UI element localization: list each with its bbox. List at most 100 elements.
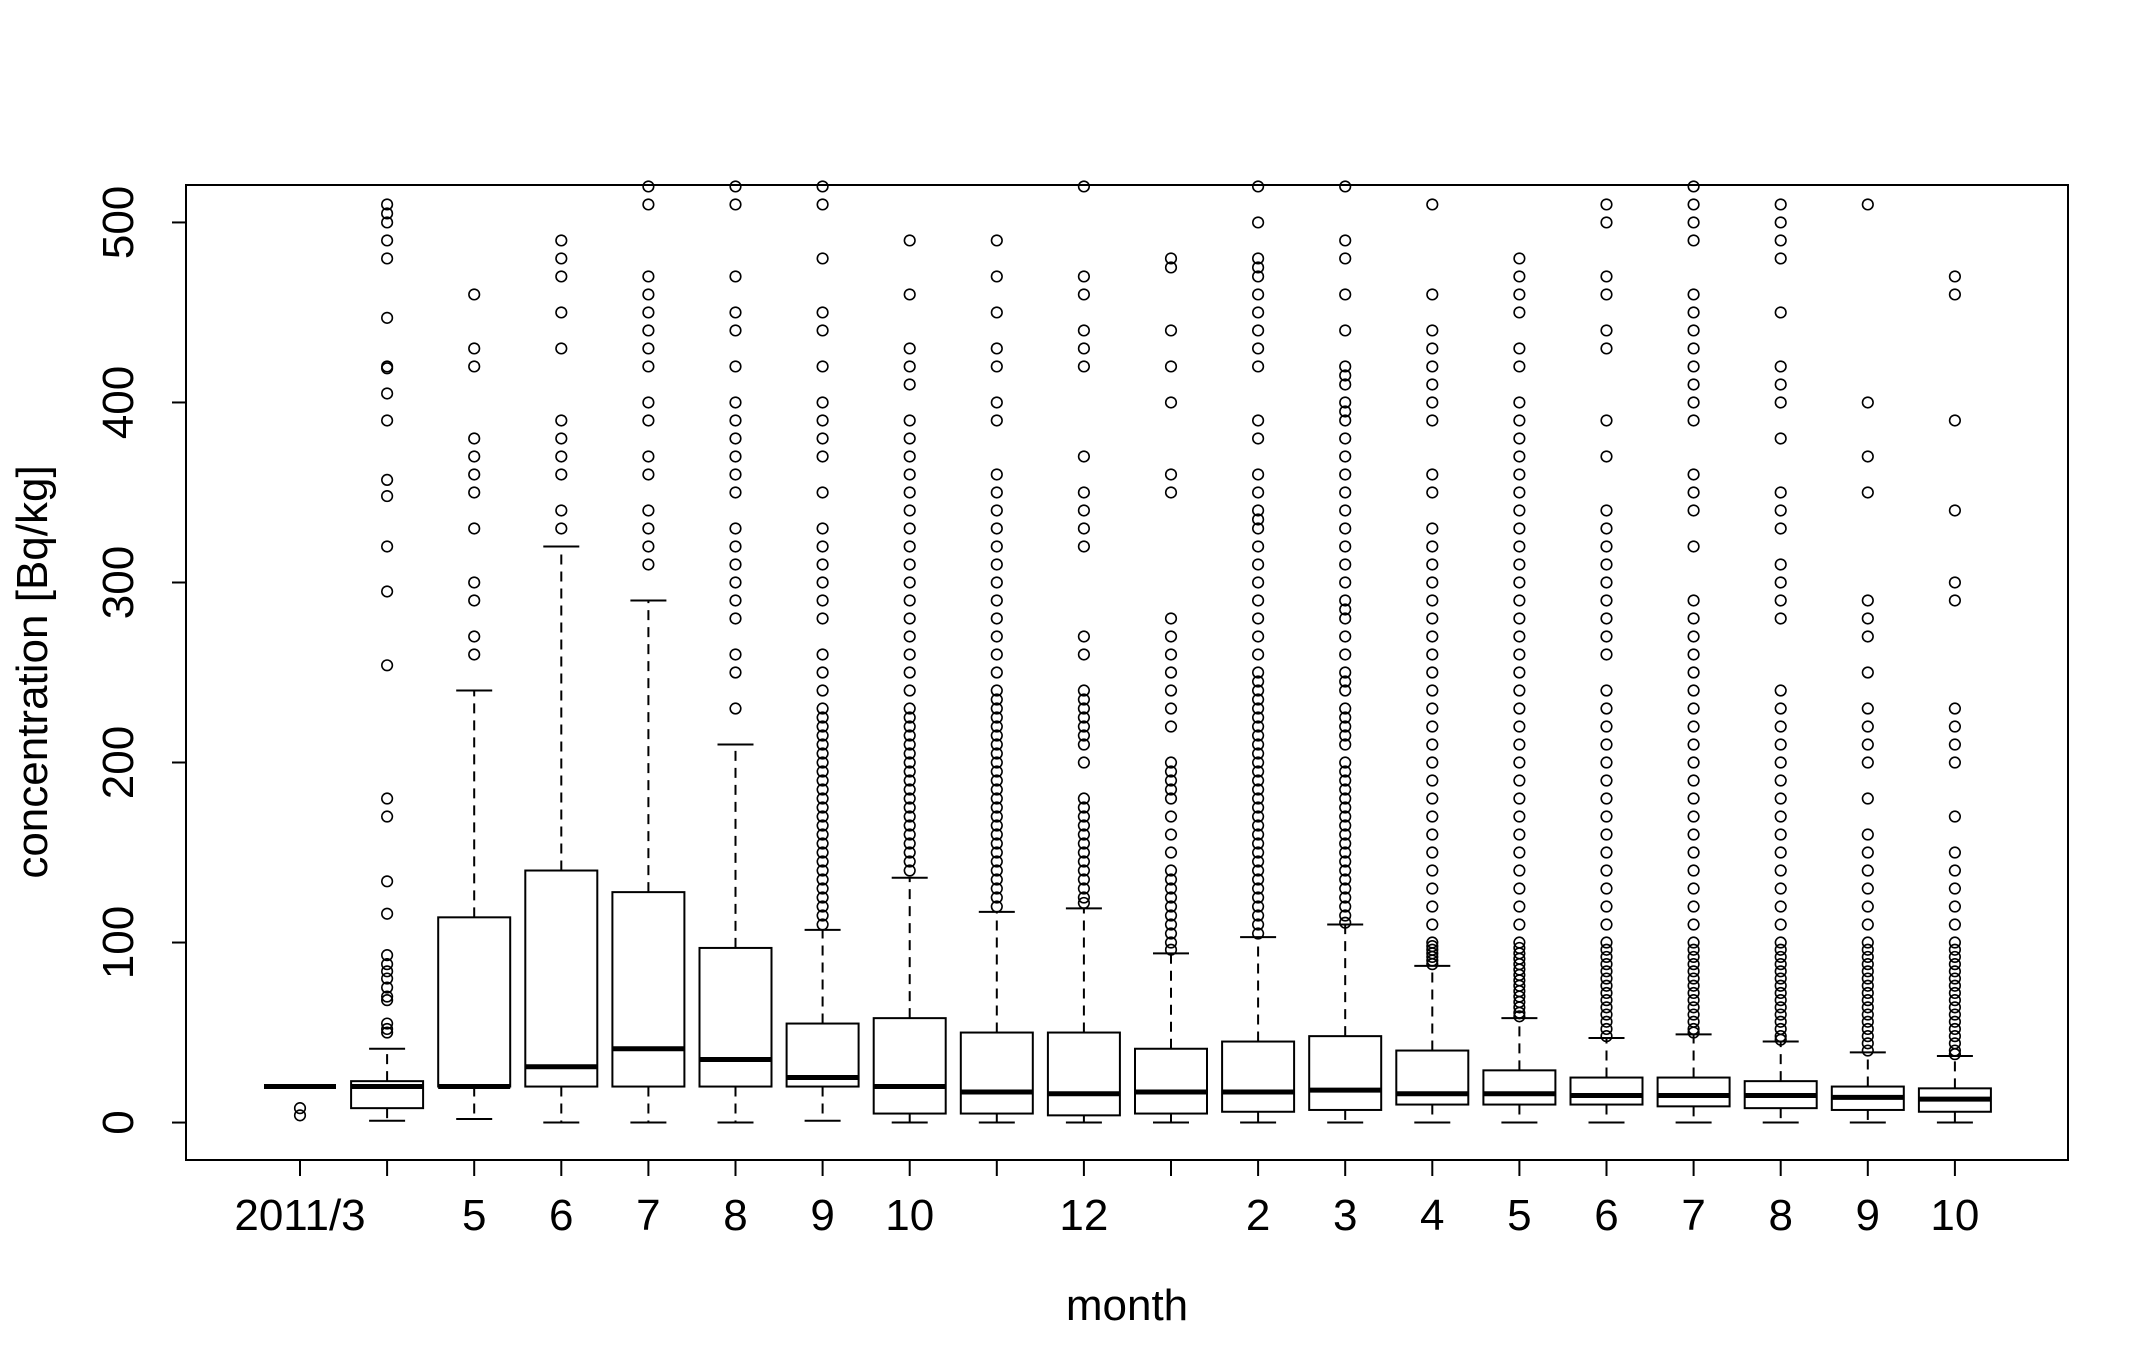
x-tick-label: 6: [1594, 1191, 1618, 1240]
outlier-point: [1164, 774, 1178, 787]
outlier-point: [1600, 1008, 1613, 1021]
outlier-point: [1774, 810, 1787, 823]
outlier-point: [1251, 873, 1265, 886]
outlier-point: [1251, 558, 1265, 571]
outlier-point: [1164, 918, 1178, 931]
outlier-point: [381, 234, 394, 247]
outlier-point: [555, 234, 568, 247]
outlier-point: [990, 270, 1003, 283]
outlier-point: [1687, 684, 1700, 697]
outlier-point: [1426, 612, 1439, 625]
outlier-point: [1513, 648, 1526, 661]
outlier-point: [1426, 720, 1439, 733]
box: [1569, 1076, 1644, 1106]
outlier-point: [1164, 756, 1178, 769]
outlier-point: [1339, 630, 1352, 643]
outlier-point: [1513, 864, 1526, 877]
box-group: [1569, 198, 1644, 1124]
outlier-point: [1251, 576, 1265, 589]
outlier-point: [1774, 252, 1787, 265]
outlier-point: [903, 765, 916, 778]
outlier-point: [1164, 909, 1178, 922]
outlier-point: [1077, 522, 1090, 535]
outlier-point: [1251, 414, 1265, 427]
outlier-point: [1426, 756, 1439, 769]
outlier-point: [1077, 729, 1090, 742]
box-group: [1308, 180, 1383, 1124]
outlier-point: [1251, 666, 1265, 679]
outlier-point: [1948, 414, 1961, 427]
outlier-point: [1687, 864, 1700, 877]
outlier-point: [1164, 468, 1178, 481]
outlier-point: [816, 864, 829, 877]
outlier-point: [1861, 720, 1874, 733]
outlier-point: [642, 180, 655, 193]
outlier-point: [1251, 720, 1265, 733]
outlier-point: [1774, 738, 1787, 751]
outlier-point: [903, 819, 916, 832]
outlier-point: [1513, 468, 1526, 481]
outlier-point: [1339, 432, 1352, 445]
box-group: [872, 234, 947, 1124]
outlier-point: [903, 414, 916, 427]
outlier-point: [1513, 612, 1526, 625]
outlier-point: [1077, 342, 1090, 355]
outlier-point: [729, 396, 742, 409]
outlier-point: [1164, 900, 1178, 913]
outlier-point: [1251, 342, 1265, 355]
outlier-point: [1077, 819, 1090, 832]
outlier-point: [903, 846, 916, 859]
outlier-point: [1687, 216, 1700, 229]
outlier-point: [1251, 927, 1265, 940]
outlier-point: [1164, 765, 1178, 778]
outlier-point: [1948, 943, 1961, 956]
outlier-point: [1600, 198, 1613, 211]
y-tick-label: 200: [94, 726, 143, 799]
outlier-point: [1861, 702, 1874, 715]
outlier-point: [816, 576, 829, 589]
outlier-point: [1164, 828, 1178, 841]
outlier-point: [381, 387, 394, 400]
outlier-point: [1687, 234, 1700, 247]
box-group: [1917, 270, 1992, 1124]
outlier-point: [1339, 369, 1352, 382]
outlier-point: [1513, 792, 1526, 805]
box-group: [1395, 198, 1470, 1124]
outlier-point: [1426, 198, 1439, 211]
box: [1395, 1049, 1470, 1106]
outlier-point: [1687, 486, 1700, 499]
outlier-point: [1339, 594, 1352, 607]
outlier-point: [1077, 756, 1090, 769]
outlier-point: [1339, 360, 1352, 373]
outlier-point: [555, 414, 568, 427]
outlier-point: [642, 342, 655, 355]
outlier-point: [729, 522, 742, 535]
outlier-point: [816, 792, 829, 805]
outlier-point: [1339, 855, 1352, 868]
outlier-point: [642, 270, 655, 283]
outlier-point: [1339, 576, 1352, 589]
outlier-point: [1687, 198, 1700, 211]
outlier-point: [1861, 994, 1874, 1007]
outlier-point: [990, 396, 1003, 409]
outlier-point: [1861, 1030, 1874, 1043]
outlier-point: [1164, 360, 1178, 373]
outlier-point: [903, 810, 916, 823]
outlier-point: [1513, 882, 1526, 895]
outlier-point: [1687, 360, 1700, 373]
outlier-point: [1426, 378, 1439, 391]
outlier-point: [1687, 979, 1700, 992]
outlier-point: [903, 648, 916, 661]
outlier-point: [1687, 1001, 1700, 1014]
outlier-point: [903, 378, 916, 391]
outlier-point: [990, 342, 1003, 355]
outlier-point: [1687, 756, 1700, 769]
outlier-point: [1426, 324, 1439, 337]
outlier-point: [903, 612, 916, 625]
outlier-point: [1251, 270, 1265, 283]
outlier-point: [1339, 675, 1352, 688]
outlier-point: [1687, 288, 1700, 301]
outlier-point: [1774, 486, 1787, 499]
outlier-point: [1251, 630, 1265, 643]
outlier-point: [1339, 891, 1352, 904]
